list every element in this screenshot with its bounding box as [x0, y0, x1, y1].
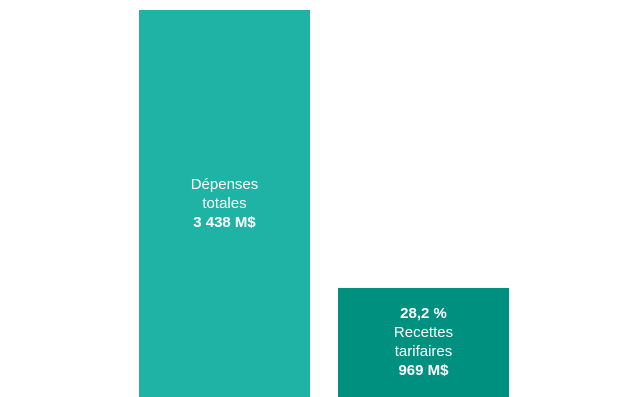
bar-recettes-tarifaires	[338, 288, 509, 397]
bar-depenses-totales	[139, 10, 310, 397]
